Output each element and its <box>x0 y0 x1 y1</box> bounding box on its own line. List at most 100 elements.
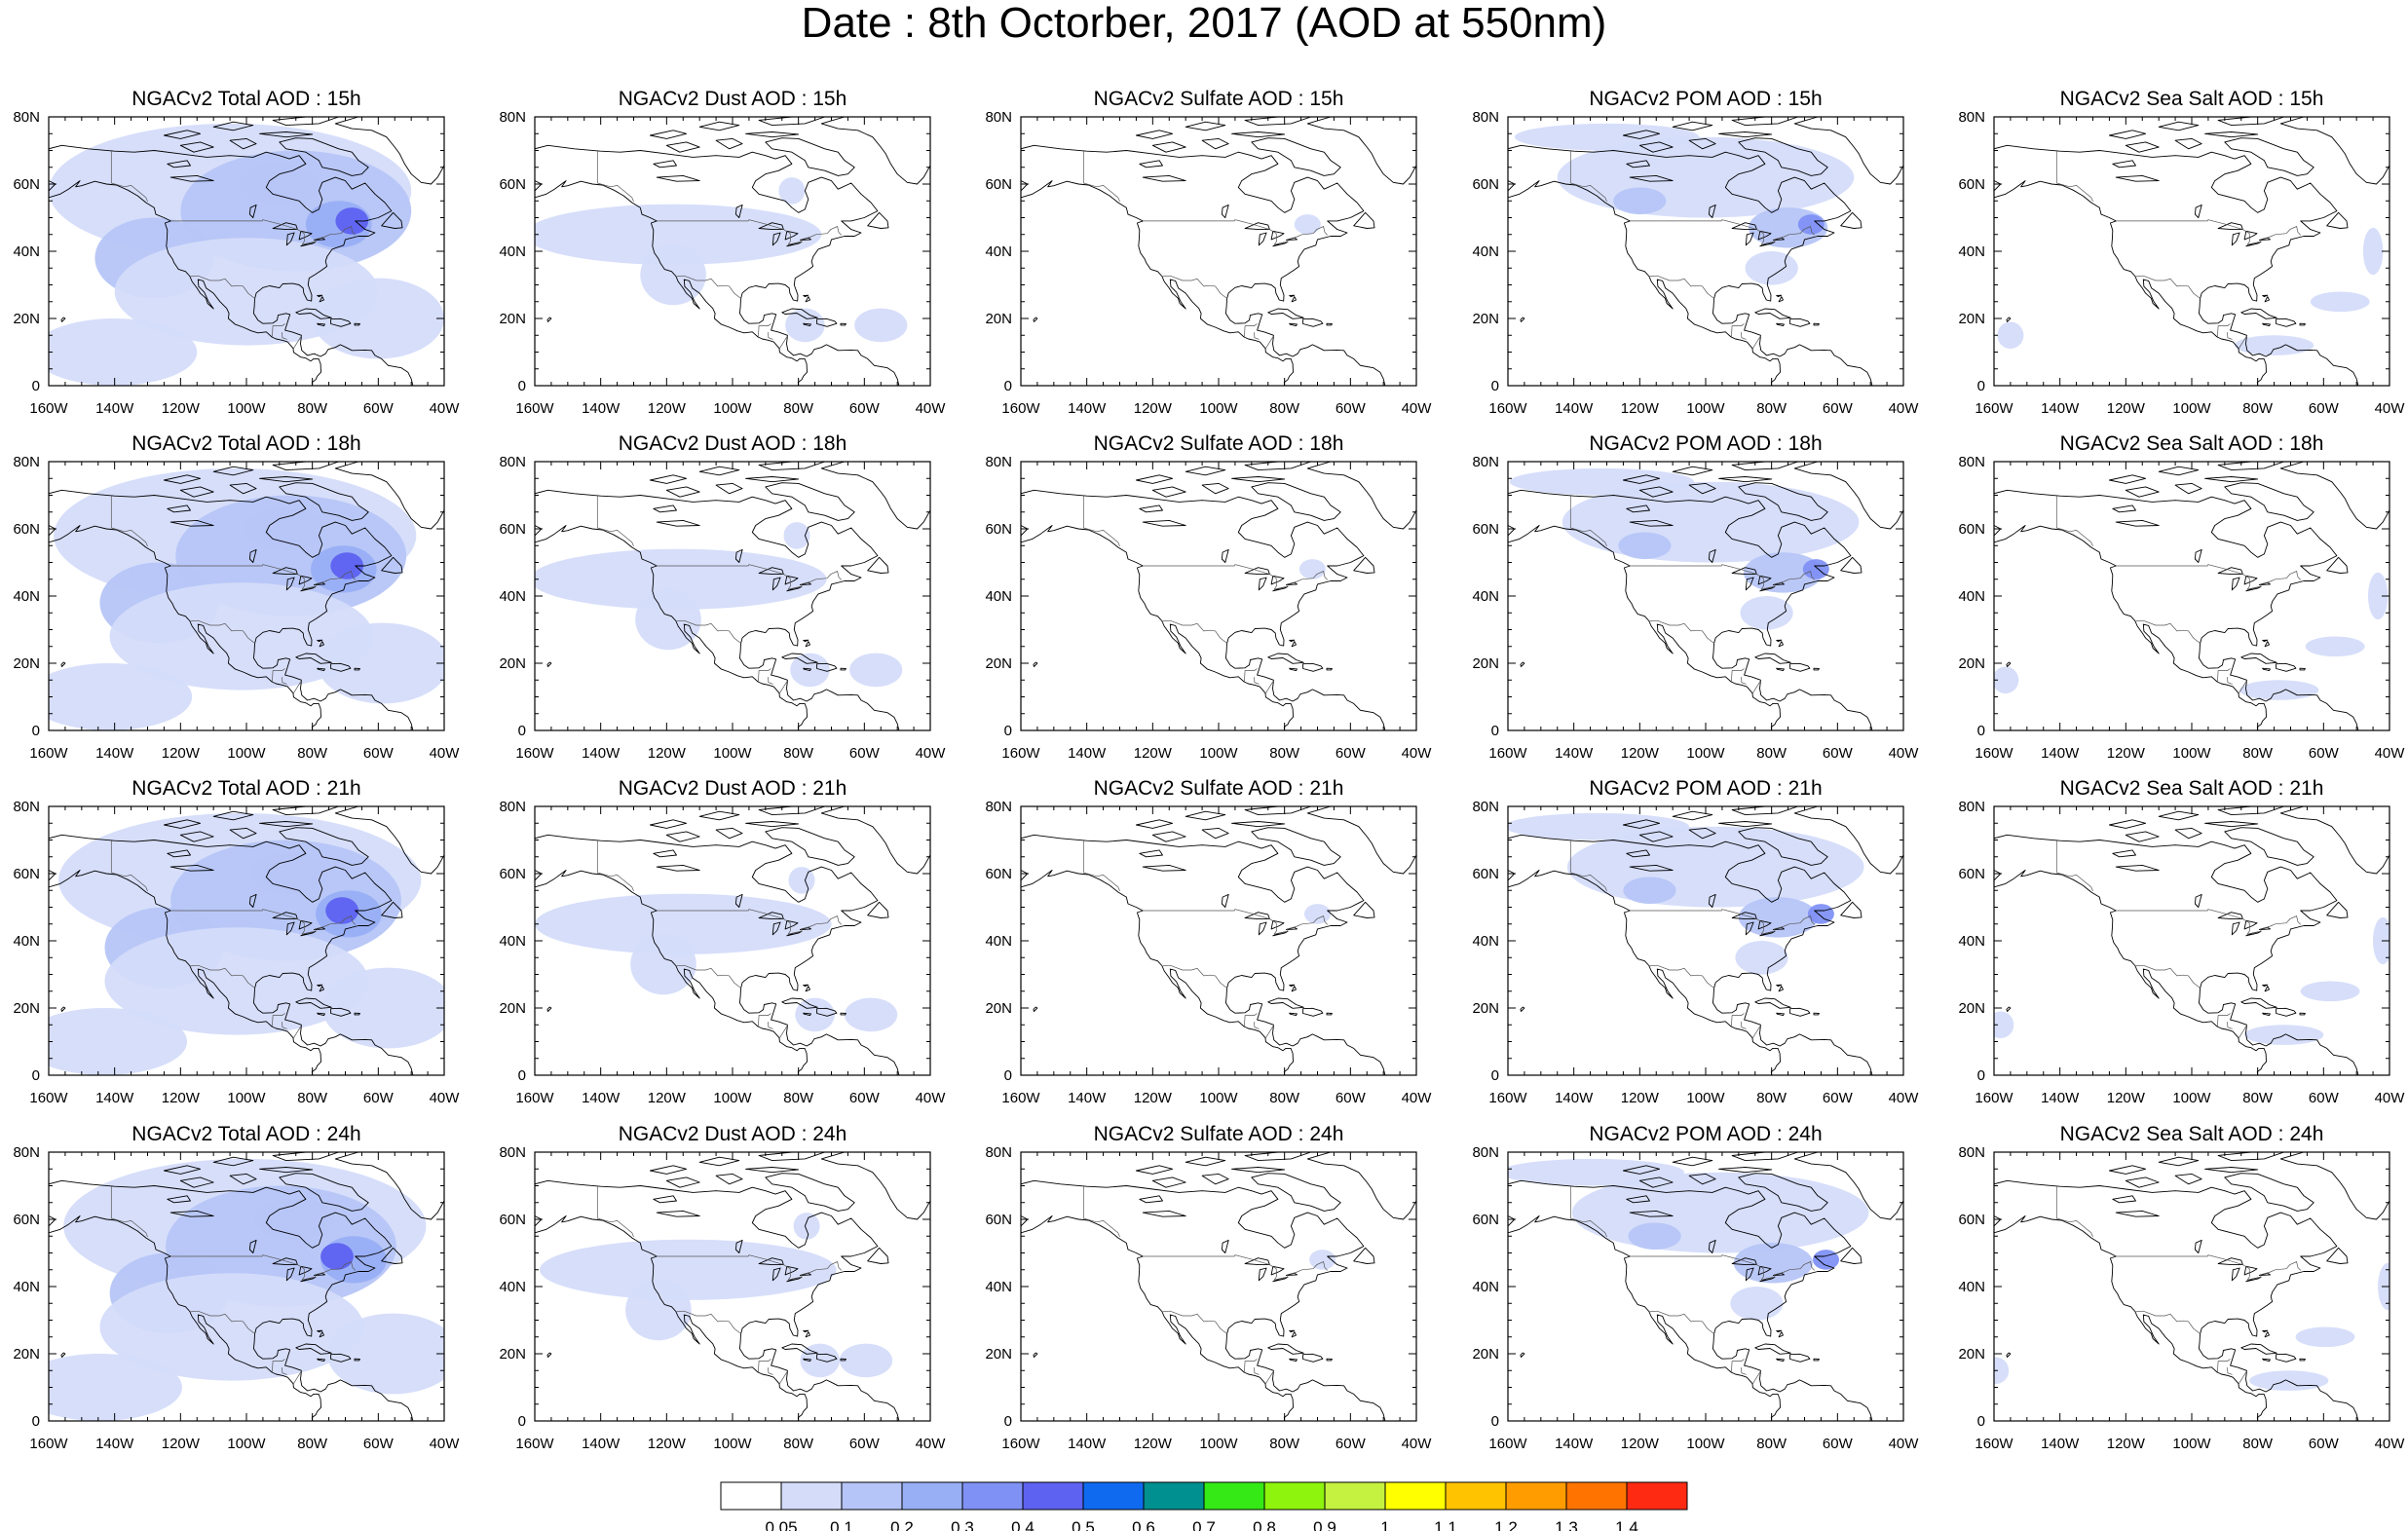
aod-plume <box>839 1343 893 1378</box>
aod-plume <box>2373 916 2389 965</box>
coastlines <box>1021 117 1416 386</box>
lat-tick-label: 80N <box>1472 1144 1499 1161</box>
coastline <box>1201 137 1229 150</box>
border-line <box>282 1367 287 1375</box>
border-line <box>1162 964 1228 989</box>
border-line <box>779 335 789 349</box>
coastline <box>1289 984 1296 988</box>
coastline <box>1738 482 1828 521</box>
coastline <box>1508 144 1873 386</box>
lat-tick-label: 20N <box>499 1000 526 1017</box>
coastline <box>1994 144 2359 386</box>
coastline <box>179 1176 214 1188</box>
coastline <box>698 810 740 821</box>
coastline <box>758 1257 784 1266</box>
coastline <box>2224 137 2314 176</box>
border-line <box>272 668 285 683</box>
aod-plume <box>540 1239 837 1300</box>
panel-title: NGACv2 Dust AOD : 24h <box>619 1123 847 1145</box>
lat-tick-label: 20N <box>1472 655 1499 672</box>
coastline <box>1994 1179 2359 1421</box>
lon-tick-label: 80W <box>1269 400 1300 417</box>
coastline <box>758 567 784 576</box>
lon-tick-label: 100W <box>713 1090 752 1106</box>
coastline <box>1718 1167 1773 1174</box>
coastline <box>272 1257 298 1266</box>
border-line <box>1752 335 1762 349</box>
panel-title: NGACv2 Dust AOD : 18h <box>619 432 847 455</box>
aod-plume <box>335 207 369 235</box>
political-borders <box>110 840 356 1038</box>
political-borders <box>2055 496 2301 693</box>
lat-tick-label: 80N <box>1958 454 1985 470</box>
map-panel-dust-18h: 160W 140W 120W 100W 80W 60W 40W 0 20N 40N 60N 80N NG… <box>499 432 946 762</box>
aod-plume <box>326 1313 444 1395</box>
coastline <box>1251 827 1341 866</box>
coastline <box>354 667 360 671</box>
border-line <box>1731 1013 1745 1027</box>
coastline <box>1251 1173 1341 1212</box>
lon-tick-label: 60W <box>2309 400 2340 417</box>
coastline <box>1201 1173 1229 1185</box>
coastline <box>1185 121 1226 131</box>
aod-plume <box>2368 572 2389 620</box>
border-line <box>111 872 148 892</box>
coastline <box>734 893 743 908</box>
coastline <box>1306 806 1416 875</box>
coastline <box>765 482 855 521</box>
coastline <box>2115 174 2160 182</box>
coastline <box>1672 1156 1713 1167</box>
lon-tick-label: 80W <box>783 1090 814 1106</box>
coastline <box>745 476 800 483</box>
lon-tick-label: 120W <box>162 1090 201 1106</box>
border-line <box>779 1370 789 1384</box>
coastline <box>298 575 313 585</box>
colorbar-label: 1.3 <box>1555 1518 1578 1531</box>
coastline <box>167 160 191 168</box>
aod-plume <box>1994 1011 2014 1039</box>
coastline <box>330 662 352 672</box>
border-line <box>1143 219 1328 245</box>
lon-tick-label: 100W <box>227 1436 266 1452</box>
coastline <box>2112 849 2136 858</box>
political-borders <box>596 1186 842 1384</box>
coastline <box>1142 174 1186 182</box>
coastline <box>653 160 677 168</box>
coastline <box>820 1152 930 1220</box>
coastline <box>2264 296 2270 303</box>
coastline <box>330 1007 352 1017</box>
coastline <box>1813 322 1820 326</box>
lat-tick-label: 40N <box>1472 933 1499 950</box>
border-line <box>779 680 789 693</box>
lon-tick-label: 80W <box>1756 745 1787 762</box>
map-panel-seasalt-21h: 160W 140W 120W 100W 80W 60W 40W 0 20N 40N 60N 80N NG… <box>1958 777 2405 1106</box>
aod-plume <box>1514 123 1700 151</box>
lon-tick-label: 100W <box>713 745 752 762</box>
coastline <box>715 1173 743 1185</box>
lon-tick-label: 80W <box>1756 1436 1787 1452</box>
coastline <box>1708 1239 1716 1253</box>
border-line <box>170 564 356 590</box>
colorbar-label: 0.1 <box>830 1518 853 1531</box>
lon-tick-label: 60W <box>849 1436 881 1452</box>
border-line <box>2239 335 2248 349</box>
coastlines <box>49 1152 444 1421</box>
map-background <box>1994 1152 2389 1421</box>
lon-tick-label: 80W <box>1269 745 1300 762</box>
lat-tick-label: 80N <box>1472 454 1499 470</box>
coastline <box>354 322 360 326</box>
border-line <box>293 1370 303 1384</box>
lon-tick-label: 100W <box>2172 745 2211 762</box>
border-line <box>272 1359 285 1373</box>
coastline <box>279 482 369 521</box>
coastline <box>2276 1007 2297 1017</box>
coastline <box>354 1358 360 1362</box>
lat-tick-label: 60N <box>985 521 1012 538</box>
colorbar-swatch <box>1143 1481 1205 1511</box>
lon-tick-label: 100W <box>2172 1090 2211 1106</box>
coastline <box>298 1265 313 1276</box>
coastline <box>334 117 444 185</box>
coastline <box>1626 849 1650 858</box>
coastline <box>2279 806 2389 875</box>
coastline <box>229 482 257 495</box>
